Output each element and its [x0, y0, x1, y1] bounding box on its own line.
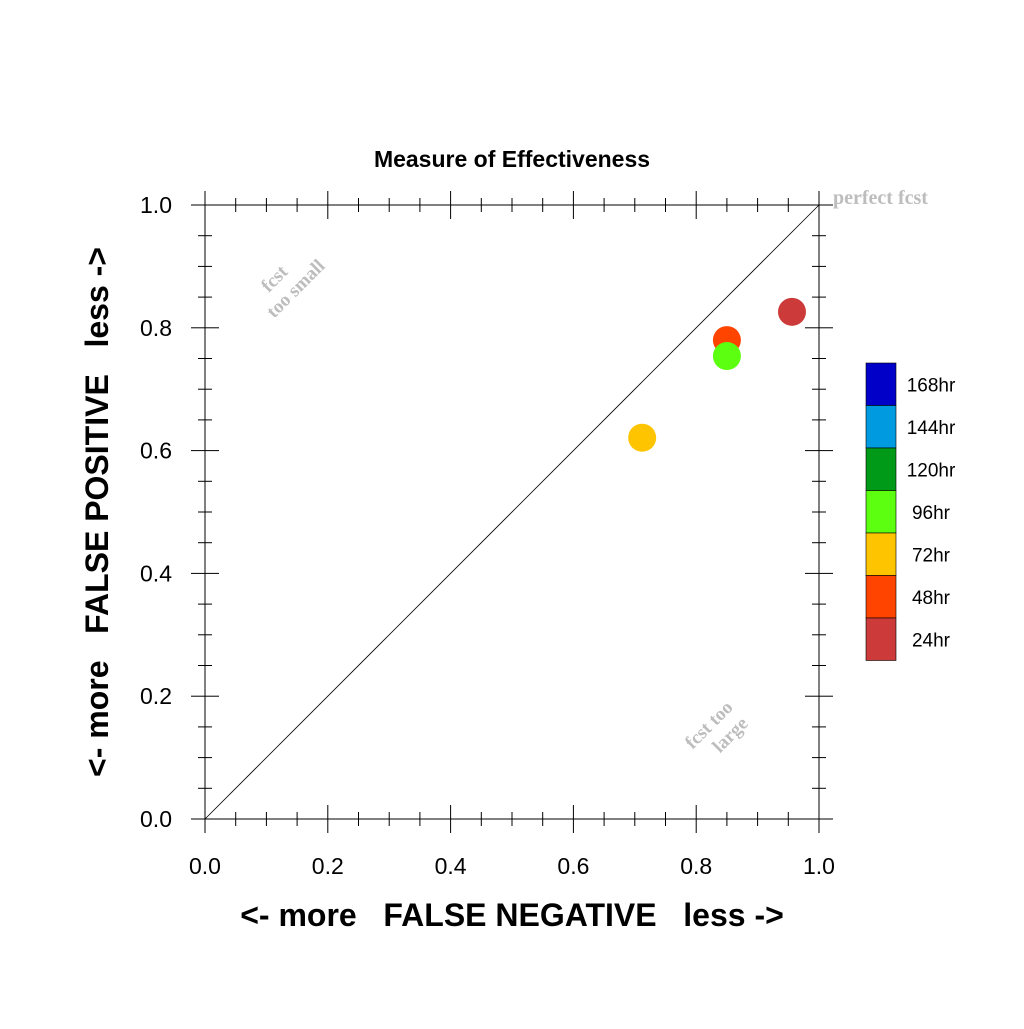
legend-swatch-168hr [865, 362, 897, 406]
legend-swatch-48hr [865, 575, 897, 619]
x-tick-label: 0.2 [312, 853, 344, 879]
legend-swatch-72hr [865, 532, 897, 576]
x-tick-label: 0.4 [435, 853, 467, 879]
major-ticks [191, 191, 833, 833]
y-axis-label: <- more FALSE POSITIVE less -> [79, 247, 115, 777]
legend-label-72hr: 72hr [912, 545, 951, 566]
tick-labels: 0.0 0.2 0.4 0.6 0.8 1.0 0.0 0.2 0.4 0.6 0.8 1.0 [140, 192, 835, 879]
x-tick-label: 1.0 [803, 853, 835, 879]
annotation-perfect-fcst: perfect fcst [833, 187, 928, 209]
legend-label-24hr: 24hr [912, 630, 951, 651]
legend-label-120hr: 120hr [907, 460, 956, 481]
y-tick-label: 0.6 [140, 438, 172, 464]
data-point-24hr [777, 297, 806, 326]
x-tick-label: 0.6 [557, 853, 589, 879]
y-tick-label: 0.2 [140, 683, 172, 709]
data-point-72hr [628, 423, 657, 452]
legend-label-168hr: 168hr [907, 375, 956, 396]
legend-swatch-120hr [865, 447, 897, 491]
legend-label-144hr: 144hr [907, 418, 956, 439]
x-axis-label: <- more FALSE NEGATIVE less -> [240, 897, 784, 933]
legend-swatch-144hr [865, 405, 897, 449]
y-tick-label: 0.0 [140, 806, 172, 832]
y-tick-label: 0.8 [140, 315, 172, 341]
x-tick-label: 0.8 [680, 853, 712, 879]
data-point-96hr [712, 342, 741, 371]
legend-label-48hr: 48hr [912, 588, 951, 609]
legend-label-96hr: 96hr [912, 503, 951, 524]
annotation-too-small: fcst too small [257, 256, 329, 323]
minor-ticks [198, 198, 826, 826]
chart-title: Measure of Effectiveness [374, 146, 650, 172]
data-points [628, 297, 806, 452]
x-tick-label: 0.0 [189, 853, 221, 879]
legend: 168hr 144hr 120hr 96hr 72hr 48hr 24hr [865, 362, 956, 661]
annotation-too-large: fcst too large [681, 697, 752, 757]
legend-swatch-24hr [865, 617, 897, 661]
perfect-forecast-diagonal [204, 204, 820, 820]
y-tick-label: 0.4 [140, 560, 172, 586]
legend-swatch-96hr [865, 490, 897, 534]
y-tick-label: 1.0 [140, 192, 172, 218]
